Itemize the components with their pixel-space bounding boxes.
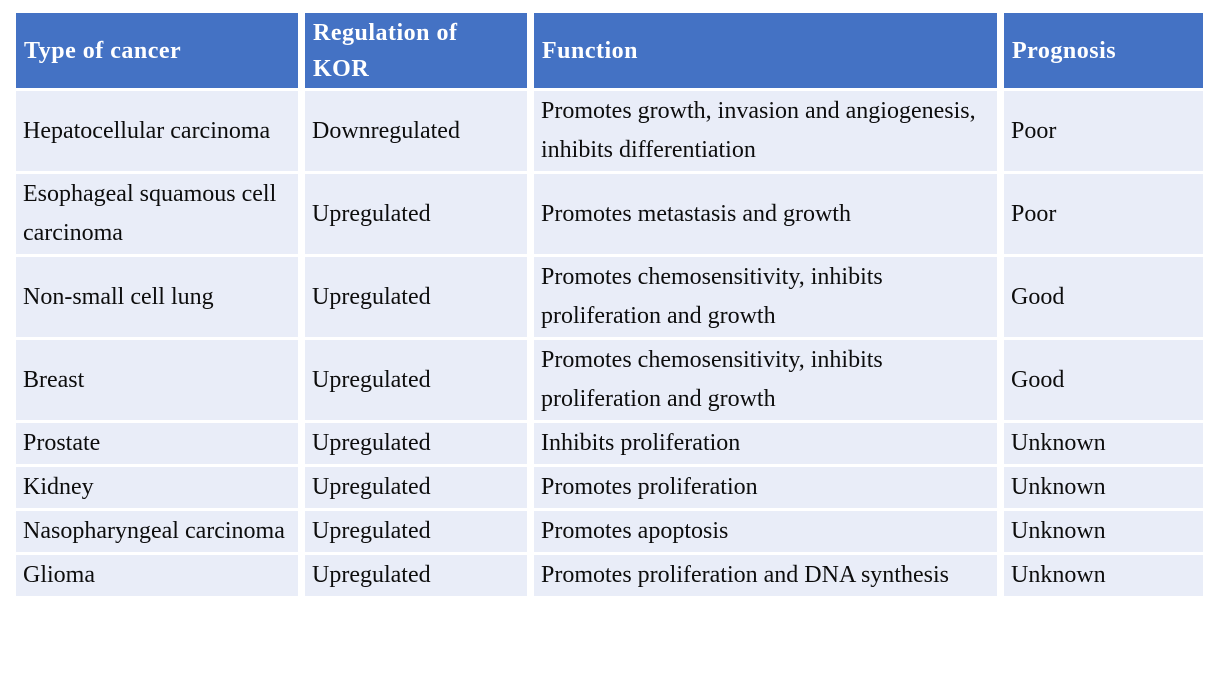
cell-prognosis: Good bbox=[1004, 257, 1203, 337]
cell-cancer-type: Kidney bbox=[16, 467, 298, 508]
cell-regulation: Upregulated bbox=[305, 174, 527, 254]
cell-prognosis: Unknown bbox=[1004, 511, 1203, 552]
table-row: Glioma Upregulated Promotes proliferatio… bbox=[16, 555, 1203, 596]
cell-cancer-type: Prostate bbox=[16, 423, 298, 464]
cell-function: Promotes proliferation bbox=[534, 467, 997, 508]
cell-prognosis: Unknown bbox=[1004, 467, 1203, 508]
cell-function: Promotes proliferation and DNA synthesis bbox=[534, 555, 997, 596]
cell-function: Promotes growth, invasion and angiogenes… bbox=[534, 91, 997, 171]
cell-regulation: Upregulated bbox=[305, 340, 527, 420]
table-header-row: Type of cancer Regulation of KOR Functio… bbox=[16, 13, 1203, 88]
column-header-prognosis: Prognosis bbox=[1004, 13, 1203, 88]
cell-regulation: Upregulated bbox=[305, 511, 527, 552]
table-row: Kidney Upregulated Promotes proliferatio… bbox=[16, 467, 1203, 508]
cell-cancer-type: Esophageal squamous cell carcinoma bbox=[16, 174, 298, 254]
cell-regulation: Downregulated bbox=[305, 91, 527, 171]
kor-cancer-table: Type of cancer Regulation of KOR Functio… bbox=[9, 10, 1210, 599]
column-header-function: Function bbox=[534, 13, 997, 88]
column-header-type-of-cancer: Type of cancer bbox=[16, 13, 298, 88]
table-row: Non-small cell lung Upregulated Promotes… bbox=[16, 257, 1203, 337]
table-row: Hepatocellular carcinoma Downregulated P… bbox=[16, 91, 1203, 171]
cell-cancer-type: Breast bbox=[16, 340, 298, 420]
cell-cancer-type: Hepatocellular carcinoma bbox=[16, 91, 298, 171]
cell-prognosis: Poor bbox=[1004, 91, 1203, 171]
table-row: Nasopharyngeal carcinoma Upregulated Pro… bbox=[16, 511, 1203, 552]
cell-prognosis: Unknown bbox=[1004, 555, 1203, 596]
cell-function: Inhibits proliferation bbox=[534, 423, 997, 464]
cell-function: Promotes chemosensitivity, inhibits prol… bbox=[534, 257, 997, 337]
table-row: Breast Upregulated Promotes chemosensiti… bbox=[16, 340, 1203, 420]
table-row: Esophageal squamous cell carcinoma Upreg… bbox=[16, 174, 1203, 254]
cell-cancer-type: Nasopharyngeal carcinoma bbox=[16, 511, 298, 552]
cell-prognosis: Poor bbox=[1004, 174, 1203, 254]
cell-function: Promotes chemosensitivity, inhibits prol… bbox=[534, 340, 997, 420]
cell-cancer-type: Glioma bbox=[16, 555, 298, 596]
table-row: Prostate Upregulated Inhibits proliferat… bbox=[16, 423, 1203, 464]
cell-regulation: Upregulated bbox=[305, 555, 527, 596]
cell-prognosis: Good bbox=[1004, 340, 1203, 420]
cell-function: Promotes apoptosis bbox=[534, 511, 997, 552]
cell-regulation: Upregulated bbox=[305, 467, 527, 508]
column-header-regulation-of-kor: Regulation of KOR bbox=[305, 13, 527, 88]
cell-regulation: Upregulated bbox=[305, 423, 527, 464]
cell-prognosis: Unknown bbox=[1004, 423, 1203, 464]
cell-cancer-type: Non-small cell lung bbox=[16, 257, 298, 337]
cell-regulation: Upregulated bbox=[305, 257, 527, 337]
cell-function: Promotes metastasis and growth bbox=[534, 174, 997, 254]
